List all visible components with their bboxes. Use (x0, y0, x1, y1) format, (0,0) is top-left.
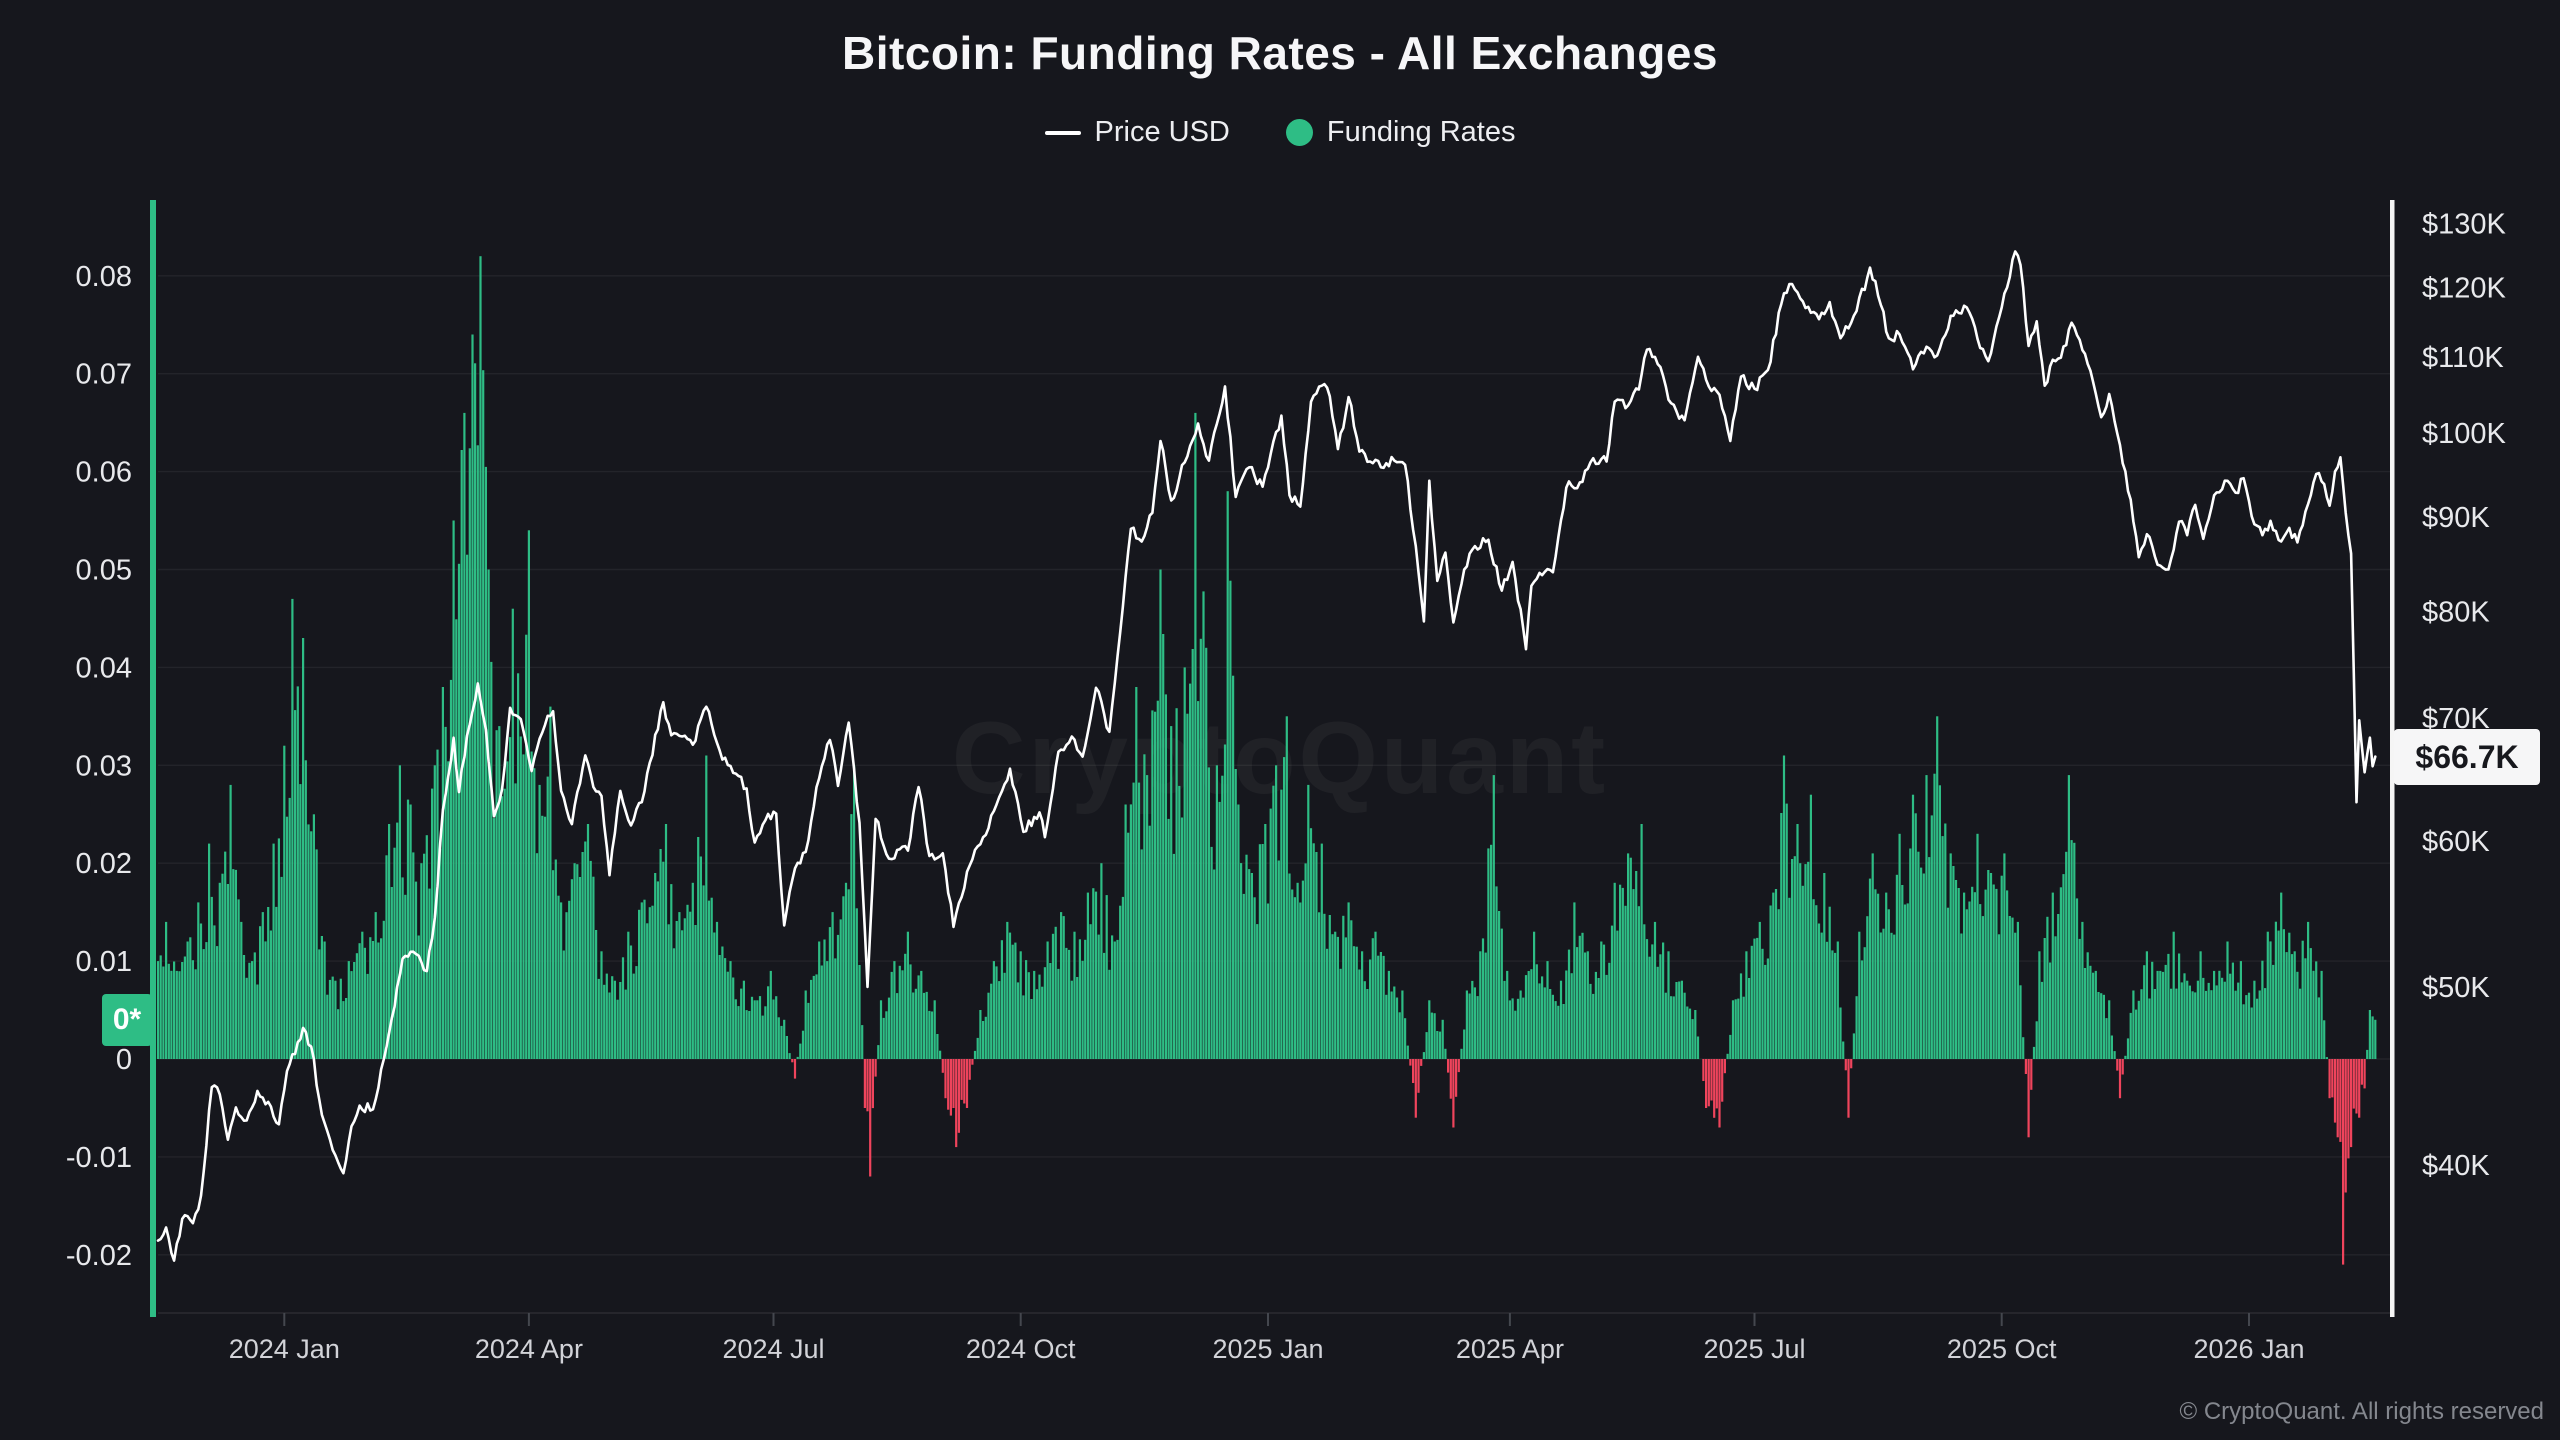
x-axis-labels: 2024 Jan 2024 Apr 2024 Jul 2024 Oct 2025 Jan… (229, 1313, 2305, 1364)
svg-text:2024 Apr: 2024 Apr (475, 1334, 583, 1364)
funding-axis-labels: 0.08 0.07 0.06 0.05 0.04 0.03 0.02 0.01 0 -0.01 -0… (66, 261, 132, 1272)
legend: Price USD Funding Rates (0, 116, 2560, 149)
svg-text:2025 Jan: 2025 Jan (1212, 1334, 1323, 1364)
svg-text:$90K: $90K (2422, 502, 2490, 534)
funding-axis-line (150, 200, 156, 1317)
price-axis-labels: $130K$120K$110K$100K$90K$80K$70K$60K$50K… (2422, 208, 2507, 1182)
svg-text:$80K: $80K (2422, 596, 2490, 628)
svg-text:2024 Jan: 2024 Jan (229, 1334, 340, 1364)
legend-label-funding-rates: Funding Rates (1326, 116, 1516, 148)
svg-text:0.03: 0.03 (76, 750, 132, 782)
svg-text:2025 Apr: 2025 Apr (1456, 1334, 1564, 1364)
svg-text:$40K: $40K (2422, 1150, 2490, 1182)
svg-text:$50K: $50K (2422, 972, 2490, 1004)
chart-title: Bitcoin: Funding Rates - All Exchanges (841, 27, 1719, 79)
price-current-badge: $66.7K (2394, 729, 2540, 785)
svg-text:$120K: $120K (2422, 272, 2507, 304)
funding-bars (156, 256, 2377, 1265)
svg-text:0.06: 0.06 (76, 457, 132, 489)
svg-text:0.07: 0.07 (76, 359, 132, 391)
svg-text:$110K: $110K (2422, 342, 2504, 374)
svg-text:$130K: $130K (2422, 208, 2507, 240)
legend-label-price-usd: Price USD (1094, 116, 1230, 148)
copyright-footer: © CryptoQuant. All rights reserved (2179, 1398, 2545, 1425)
svg-text:0.05: 0.05 (76, 555, 132, 587)
price-line-marker-icon (1044, 130, 1081, 135)
svg-text:$100K: $100K (2422, 418, 2507, 450)
svg-text:-0.02: -0.02 (66, 1240, 132, 1272)
legend-item-funding-rates[interactable]: Funding Rates (1285, 116, 1516, 149)
plot-area[interactable] (158, 200, 2378, 1313)
price-axis-line (2390, 200, 2395, 1317)
svg-text:$60K: $60K (2422, 826, 2490, 858)
price-line (156, 250, 2377, 1262)
legend-item-price-usd[interactable]: Price USD (1044, 116, 1230, 149)
svg-text:0.02: 0.02 (76, 848, 132, 880)
svg-text:2025 Oct: 2025 Oct (1947, 1334, 2057, 1364)
svg-text:0.01: 0.01 (76, 946, 132, 978)
funding-current-badge: 0* (102, 994, 152, 1046)
svg-text:2024 Jul: 2024 Jul (722, 1334, 824, 1364)
svg-text:2026 Jan: 2026 Jan (2193, 1334, 2304, 1364)
svg-text:-0.01: -0.01 (66, 1142, 132, 1174)
funding-dot-marker-icon (1285, 119, 1313, 146)
svg-text:2024 Oct: 2024 Oct (966, 1334, 1076, 1364)
svg-text:2025 Jul: 2025 Jul (1703, 1334, 1805, 1364)
svg-text:0.04: 0.04 (76, 652, 132, 684)
svg-text:0: 0 (116, 1044, 132, 1076)
svg-text:0.08: 0.08 (76, 261, 132, 293)
